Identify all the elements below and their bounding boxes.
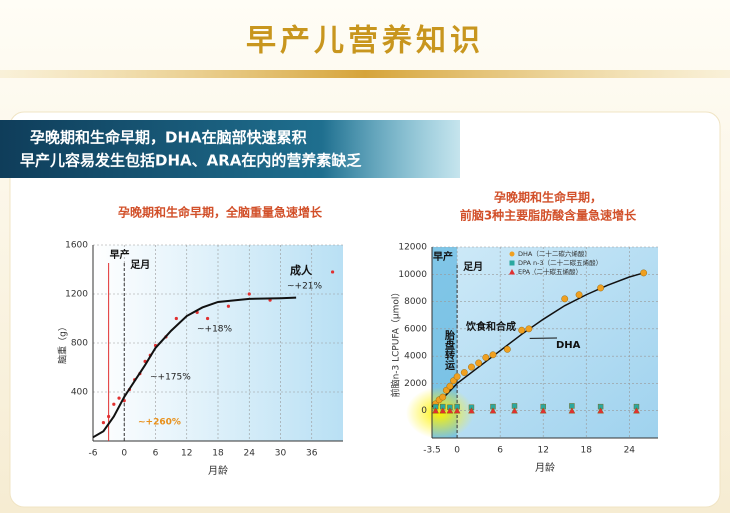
y-tick-label: 2000	[404, 379, 427, 389]
annotation: ~+21%	[287, 282, 323, 292]
marker-label: 早产	[110, 248, 130, 261]
data-point	[117, 397, 120, 400]
y-tick-label: 6000	[404, 324, 427, 334]
legend-marker	[510, 261, 515, 266]
x-tick-label: 30	[275, 449, 287, 459]
x-tick-label: 0	[121, 449, 127, 459]
marker-label: 早产	[433, 250, 453, 263]
y-tick-label: 8000	[404, 297, 427, 307]
legend-label: DPA n-3（二十二碳五烯酸）	[518, 258, 602, 267]
fit-label: DHA	[556, 340, 581, 351]
x-tick-label: 18	[212, 449, 224, 459]
marker-label: 足月	[130, 259, 150, 271]
banner-line: 孕晚期和生命早期，DHA在脑部快速累积	[30, 129, 307, 147]
legend-marker	[510, 252, 515, 257]
data-point	[597, 285, 603, 291]
y-tick-label: 10000	[398, 270, 427, 280]
x-tick-label: 24	[624, 446, 636, 456]
data-point	[640, 270, 646, 276]
divider	[0, 70, 730, 78]
x-tick-label: -3.5	[423, 446, 441, 456]
data-point	[454, 373, 460, 379]
data-point	[468, 364, 474, 370]
data-point	[483, 354, 489, 360]
legend-label: EPA（二十碳五烯酸）	[518, 267, 582, 276]
data-point	[526, 326, 532, 332]
x-tick-label: 12	[537, 446, 548, 456]
data-point	[112, 403, 115, 406]
data-point	[206, 317, 209, 320]
annotation: 成人	[290, 263, 313, 277]
legend-label: DHA（二十二碳六烯酸）	[518, 249, 591, 258]
data-point	[504, 346, 510, 352]
data-point	[248, 292, 251, 295]
data-point	[440, 394, 446, 400]
annotation: ~+175%	[150, 373, 191, 383]
y-axis-label: 前脑n-3 LCPUFA（μmol）	[390, 288, 402, 398]
data-point	[461, 369, 467, 375]
y-tick-label: 4000	[404, 352, 427, 362]
banner-line: 早产儿容易发生包括DHA、ARA在内的营养素缺乏	[20, 152, 361, 170]
page-title: 早产儿营养知识	[246, 24, 484, 59]
data-point	[490, 352, 496, 358]
x-tick-label: 36	[306, 449, 318, 459]
data-point	[227, 305, 230, 308]
y-tick-label: 400	[71, 388, 88, 398]
x-tick-label: 0	[454, 446, 460, 456]
data-point	[447, 383, 453, 389]
data-point	[107, 415, 110, 418]
x-axis-label: 月龄	[535, 461, 555, 474]
marker-label: 足月	[463, 261, 483, 273]
x-tick-label: 6	[153, 449, 159, 459]
x-tick-label: 24	[244, 449, 256, 459]
y-tick-label: 800	[71, 339, 88, 349]
data-point	[562, 296, 568, 302]
data-point	[175, 317, 178, 320]
y-tick-label: 0	[421, 406, 427, 416]
data-point	[331, 270, 334, 273]
x-tick-label: 18	[581, 446, 593, 456]
data-point	[475, 360, 481, 366]
annotation: ~+18%	[197, 325, 233, 335]
x-tick-label: 12	[181, 449, 192, 459]
x-tick-label: 6	[497, 446, 503, 456]
x-tick-label: -6	[89, 449, 98, 459]
x-axis-label: 月龄	[208, 464, 228, 477]
chart-title: 孕晚期和生命早期，	[494, 190, 602, 205]
y-tick-label: 1600	[65, 241, 88, 251]
y-tick-label: 1200	[65, 290, 88, 300]
annotation: 饮食和合成	[465, 320, 516, 333]
data-point	[102, 421, 105, 424]
y-tick-label: 12000	[398, 243, 427, 253]
y-axis-label: 脑重（g）	[57, 322, 69, 364]
data-point	[576, 292, 582, 298]
chart-title: 前脑3种主要脂肪酸含量急速增长	[460, 208, 637, 223]
data-point	[518, 327, 524, 333]
annotation: ~+260%	[138, 418, 181, 428]
chart-title: 孕晚期和生命早期，全脑重量急速增长	[118, 205, 323, 220]
